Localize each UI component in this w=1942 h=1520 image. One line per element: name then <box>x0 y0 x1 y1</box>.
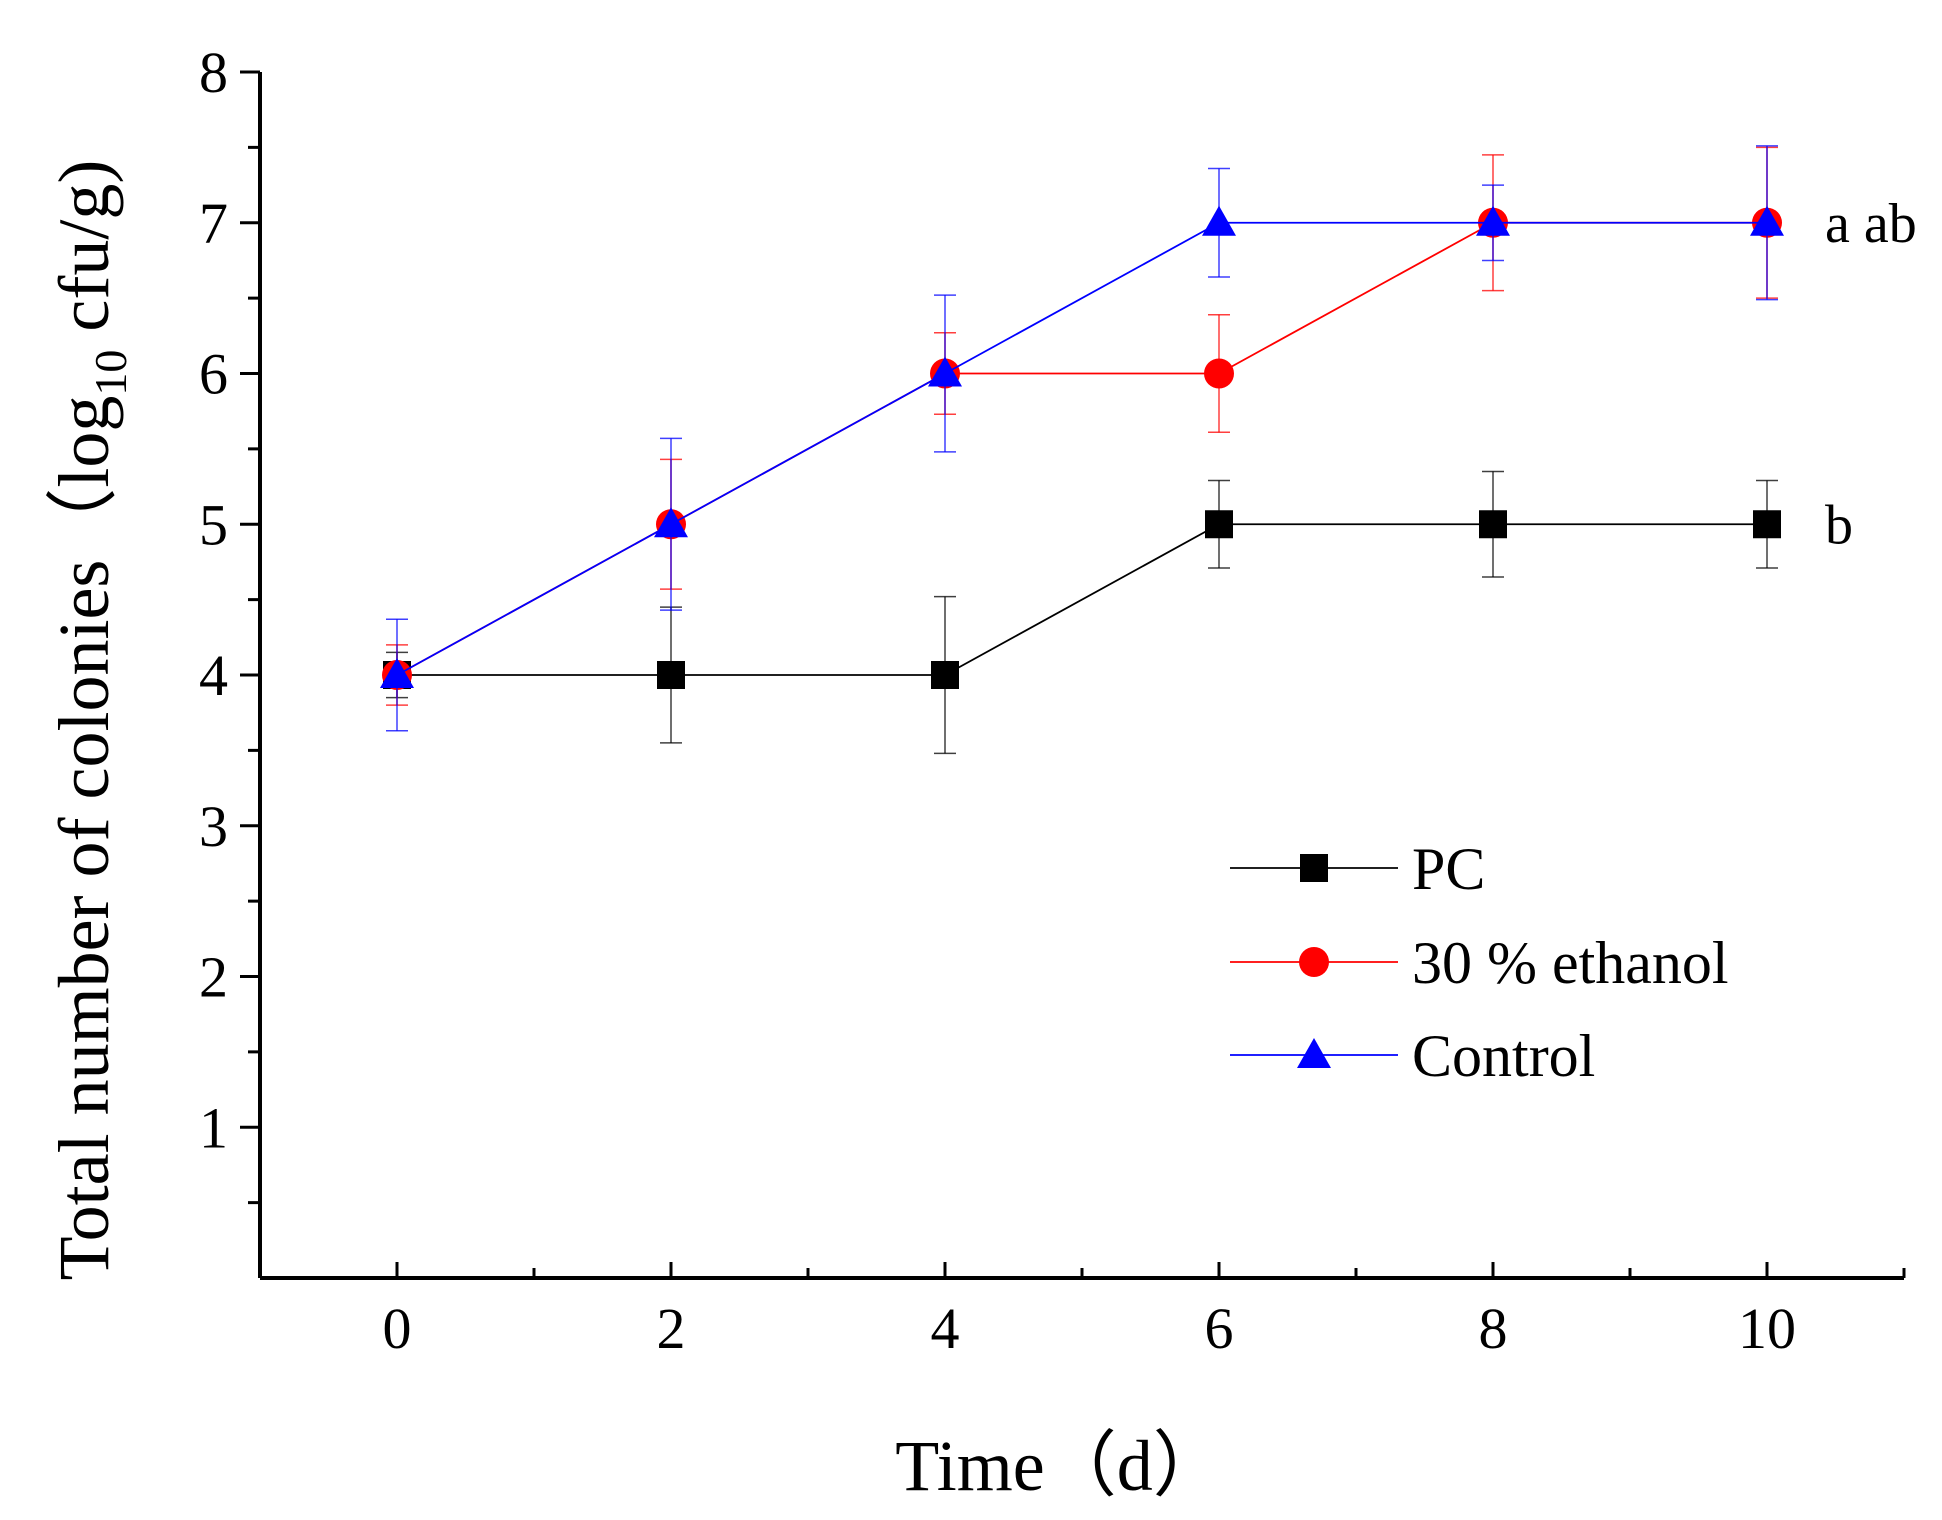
legend-marker <box>1297 1038 1331 1068</box>
y-tick-label: 3 <box>199 794 228 859</box>
significance-label: a ab <box>1825 193 1917 255</box>
y-axis-title-subscript: 10 <box>85 350 136 396</box>
legend-marker <box>1299 947 1329 977</box>
y-tick-label: 5 <box>199 492 228 557</box>
x-tick-label: 2 <box>657 1296 686 1361</box>
data-point <box>1476 205 1510 236</box>
y-axis-title-prefix: Total number of colonies（log <box>44 396 124 1281</box>
data-point <box>1479 510 1507 539</box>
y-tick-label: 2 <box>199 945 228 1010</box>
series-line <box>397 523 1767 676</box>
data-point <box>654 507 688 538</box>
y-tick-label: 7 <box>199 191 228 256</box>
series-line <box>396 221 1767 676</box>
data-point <box>1753 510 1781 539</box>
y-axis-title-suffix: cfu/g) <box>44 160 124 350</box>
x-tick-label: 4 <box>931 1296 960 1361</box>
series-pc <box>383 470 1781 755</box>
data-point <box>1202 205 1236 236</box>
data-point <box>928 356 962 387</box>
series-control <box>380 145 1784 732</box>
x-tick-label: 6 <box>1205 1296 1234 1361</box>
data-point <box>931 661 959 689</box>
legend-label: 30 % ethanol <box>1412 930 1729 996</box>
data-point <box>657 661 685 689</box>
annotation-layer: a ab b <box>1825 193 1917 557</box>
data-point <box>1750 205 1784 236</box>
data-point <box>1204 358 1234 389</box>
series-layer <box>380 145 1784 755</box>
y-tick-label: 6 <box>199 342 228 407</box>
legend-marker <box>1300 854 1328 882</box>
y-tick-label: 8 <box>199 40 228 105</box>
legend-label: Control <box>1412 1023 1595 1089</box>
y-axis-title: Total number of colonies（log10 cfu/g) <box>44 160 136 1281</box>
series-30-ethanol <box>382 146 1782 706</box>
data-point <box>380 658 414 688</box>
y-tick-label: 1 <box>199 1095 228 1160</box>
y-axis-ticks: 1 2 3 4 5 6 7 8 <box>199 40 260 1205</box>
significance-label: b <box>1825 494 1853 556</box>
series-line <box>396 221 1767 676</box>
x-tick-label: 8 <box>1479 1296 1508 1361</box>
legend: PC 30 % ethanol Control <box>1230 836 1729 1089</box>
x-tick-label: 10 <box>1738 1296 1796 1361</box>
x-tick-label: 0 <box>383 1296 412 1361</box>
x-axis-title: Time（d） <box>895 1426 1224 1506</box>
data-point <box>1205 510 1233 539</box>
legend-label: PC <box>1412 836 1485 902</box>
y-tick-label: 4 <box>199 643 228 708</box>
x-axis-ticks: 0 2 4 6 8 10 <box>258 1262 1906 1361</box>
